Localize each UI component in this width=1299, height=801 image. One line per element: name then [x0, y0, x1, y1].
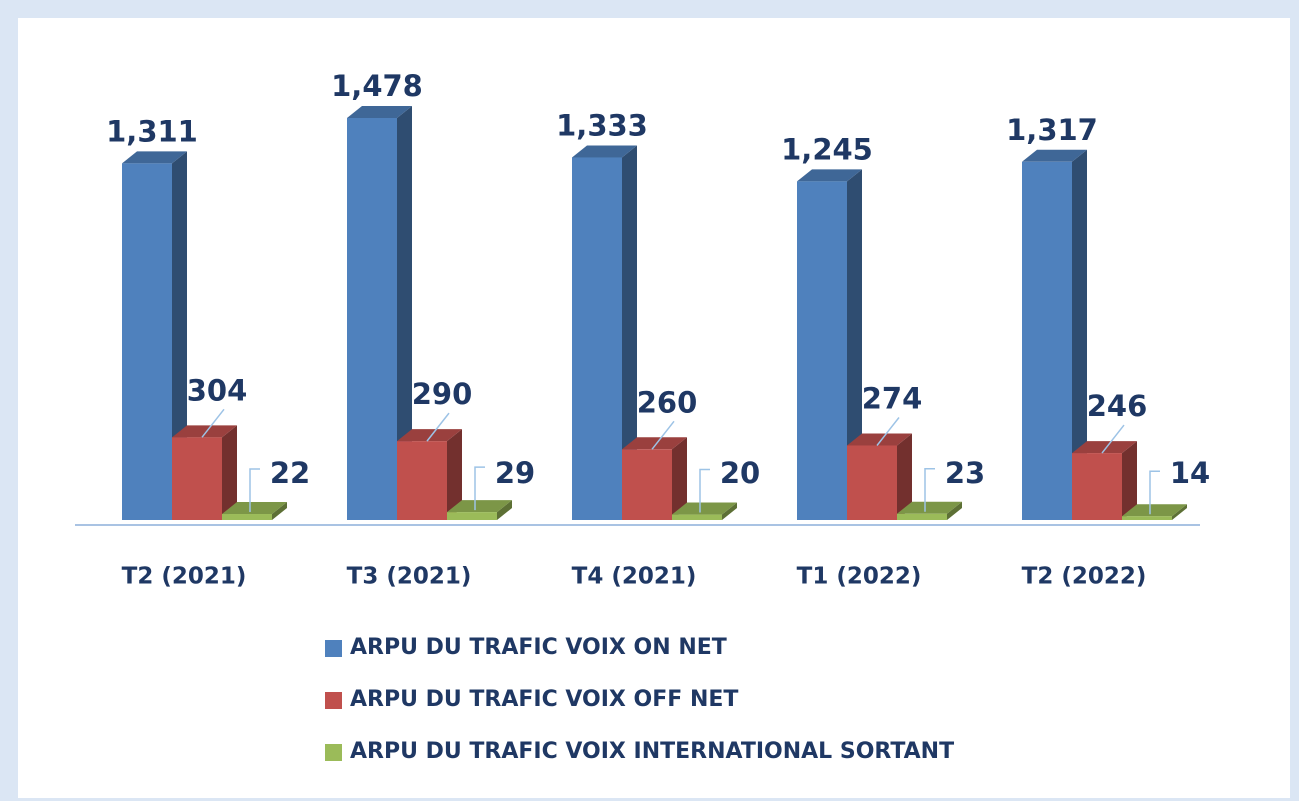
bar: [672, 502, 737, 520]
x-tick-label: T2 (2021): [122, 564, 247, 590]
data-label: 304: [187, 373, 248, 407]
bar-top: [1122, 504, 1187, 517]
bar-front: [622, 449, 672, 520]
x-tick-label: T4 (2021): [572, 564, 697, 590]
data-label: 1,245: [781, 132, 873, 166]
data-label: 1,478: [331, 69, 423, 103]
bar-front: [572, 157, 622, 521]
bar-top: [222, 502, 287, 515]
bar-top: [572, 145, 637, 158]
data-label: 1,333: [556, 108, 648, 142]
bar-top: [347, 106, 412, 118]
bar-side: [222, 425, 237, 520]
bar-front: [672, 514, 722, 520]
legend-label: ARPU DU TRAFIC VOIX ON NET: [350, 635, 727, 660]
bar: [572, 145, 637, 521]
bar-top: [1072, 441, 1137, 454]
leader-line: [699, 468, 710, 513]
bar: [1122, 504, 1187, 520]
bar: [122, 151, 187, 521]
bar-side: [497, 500, 512, 520]
bar: [797, 169, 862, 520]
bar-front: [222, 514, 272, 520]
data-label: 14: [1170, 456, 1210, 490]
data-label: 20: [720, 456, 760, 490]
leader-line: [426, 412, 450, 442]
bar-top: [397, 429, 462, 442]
bar-side: [722, 502, 737, 520]
bar-top: [447, 500, 512, 513]
bar-side: [947, 501, 962, 520]
bar: [897, 501, 962, 520]
bar-side: [622, 145, 637, 521]
bar-side: [672, 437, 687, 520]
bar-front: [1122, 516, 1172, 520]
bar: [622, 437, 687, 520]
bar-side: [272, 502, 287, 520]
bar-front: [122, 163, 172, 521]
data-label: 1,311: [106, 114, 198, 148]
leader-line: [651, 420, 675, 450]
bar: [222, 502, 287, 520]
bar-side: [447, 429, 462, 520]
leader-line: [1101, 424, 1125, 454]
bar: [347, 106, 412, 520]
bar-side: [1072, 149, 1087, 520]
x-tick-label: T3 (2021): [347, 564, 472, 590]
bar-front: [397, 441, 447, 520]
leader-line: [249, 468, 260, 513]
bar-top: [797, 169, 862, 182]
bar-top: [897, 501, 962, 514]
bar-front: [1022, 161, 1072, 520]
bar: [447, 500, 512, 520]
bar-side: [1172, 504, 1187, 520]
bar-side: [397, 106, 412, 520]
bar-top: [1022, 149, 1087, 162]
data-label: 290: [412, 377, 473, 411]
bar-front: [447, 512, 497, 520]
bar-front: [172, 437, 222, 520]
bar-side: [897, 433, 912, 520]
leader-line: [924, 467, 935, 512]
bar-top: [672, 502, 737, 515]
legend-label: ARPU DU TRAFIC VOIX OFF NET: [350, 687, 738, 712]
bar: [172, 425, 237, 520]
data-label: 23: [945, 456, 985, 490]
bar-top: [622, 437, 687, 450]
bar-side: [1122, 441, 1137, 520]
leader-line: [1149, 470, 1160, 515]
bar-front: [1072, 453, 1122, 520]
data-label: 274: [862, 381, 923, 415]
leader-line: [474, 466, 485, 511]
bar-top: [847, 433, 912, 446]
data-label: 29: [495, 456, 535, 490]
legend-swatch: [325, 640, 342, 657]
bar-front: [797, 181, 847, 520]
bar: [1022, 149, 1087, 520]
data-label: 246: [1087, 389, 1148, 423]
bar-top: [172, 425, 237, 438]
leader-line: [201, 408, 225, 438]
data-label: 22: [270, 456, 310, 490]
legend-swatch: [325, 692, 342, 709]
bar: [1072, 441, 1137, 520]
bar-front: [897, 513, 947, 520]
bar: [397, 429, 462, 520]
legend-swatch: [325, 744, 342, 761]
legend-label: ARPU DU TRAFIC VOIX INTERNATIONAL SORTAN…: [350, 739, 954, 764]
bar-front: [347, 118, 397, 520]
x-tick-label: T2 (2022): [1022, 564, 1147, 590]
bar-side: [172, 151, 187, 521]
x-tick-label: T1 (2022): [797, 564, 922, 590]
data-label: 1,317: [1006, 113, 1098, 147]
data-label: 260: [637, 385, 698, 419]
bar: [847, 433, 912, 520]
bar-top: [122, 151, 187, 164]
leader-line: [876, 417, 900, 446]
bar-front: [847, 445, 897, 520]
bar-side: [847, 169, 862, 520]
